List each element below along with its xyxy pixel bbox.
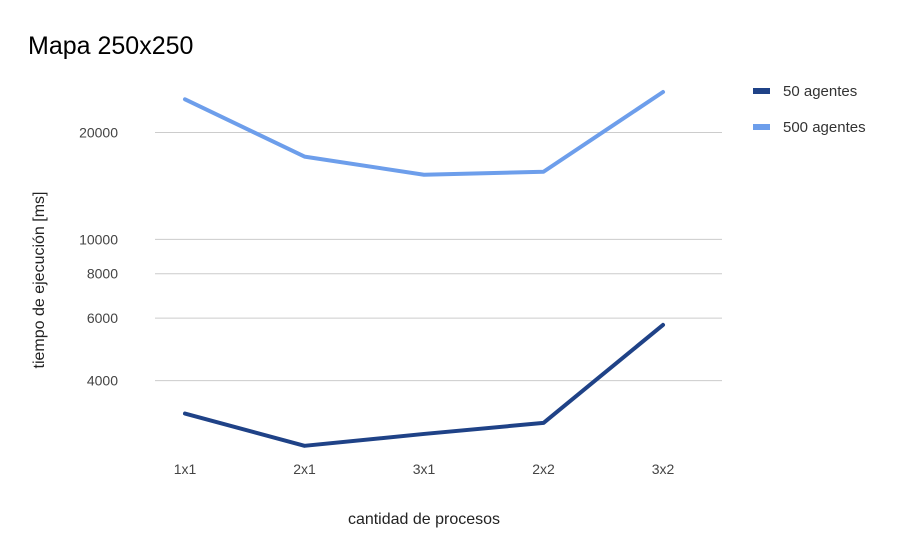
y-tick-labels: 4000 6000 8000 10000 20000 — [79, 124, 118, 388]
y-tick-label: 6000 — [87, 310, 118, 326]
x-tick-labels: 1x1 2x1 3x1 2x2 3x2 — [174, 461, 675, 477]
x-tick-label: 3x2 — [652, 461, 675, 477]
series-line-1 — [183, 90, 665, 177]
legend-label-1: 500 agentes — [783, 119, 866, 136]
y-tick-label: 8000 — [87, 266, 118, 282]
gridlines — [155, 131, 722, 382]
series-lines — [183, 90, 665, 448]
y-axis-label: tiempo de ejecución [ms] — [31, 192, 48, 369]
x-tick-label: 3x1 — [413, 461, 436, 477]
y-tick-label: 20000 — [79, 124, 118, 140]
chart-title: Mapa 250x250 — [28, 32, 193, 60]
x-axis-label: cantidad de procesos — [348, 511, 500, 528]
legend-label-0: 50 agentes — [783, 83, 857, 100]
legend-swatch-0 — [753, 88, 770, 94]
y-tick-label: 10000 — [79, 231, 118, 247]
legend-swatch-1 — [753, 124, 770, 130]
y-tick-label: 4000 — [87, 373, 118, 389]
legend: 50 agentes 500 agentes — [753, 83, 866, 136]
x-tick-label: 2x2 — [532, 461, 555, 477]
x-tick-label: 2x1 — [293, 461, 316, 477]
x-tick-label: 1x1 — [174, 461, 197, 477]
series-line-0 — [183, 322, 665, 448]
